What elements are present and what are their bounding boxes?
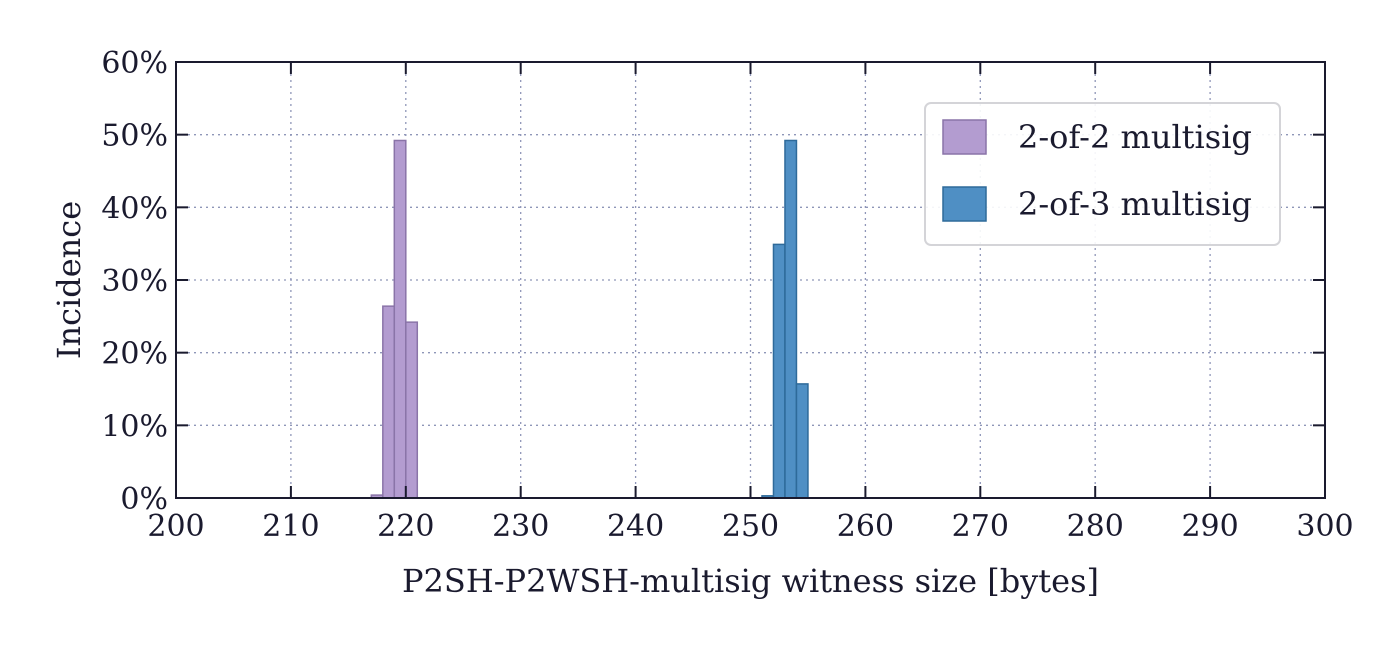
y-tick-labels: 0% 10% 20% 30% 40% 50% 60% (101, 46, 168, 517)
histogram-bar (405, 321, 419, 499)
x-tick-label: 300 (1296, 509, 1353, 544)
histogram-bar (772, 243, 786, 499)
legend-box (924, 102, 1281, 246)
y-tick-label: 20% (101, 337, 168, 372)
y-tick-label: 40% (101, 191, 168, 226)
histogram-bars (370, 139, 809, 499)
histogram-bar (393, 139, 407, 499)
legend: 2-of-2 multisig 2-of-3 multisig (924, 102, 1281, 246)
x-tick-label: 250 (722, 509, 779, 544)
histogram-bar (382, 305, 396, 499)
histogram-bar (795, 383, 809, 499)
legend-label: 2-of-2 multisig (1018, 118, 1252, 156)
x-tick-label: 260 (837, 509, 894, 544)
x-tick-label: 220 (377, 509, 434, 544)
legend-swatch (942, 186, 987, 222)
x-tick-label: 290 (1181, 509, 1238, 544)
y-tick-label: 0% (120, 482, 168, 517)
x-tick-labels: 200 210 220 230 240 250 260 270 280 290 300 (147, 509, 1353, 544)
y-tick-label: 60% (101, 46, 168, 81)
y-tick-label: 10% (101, 409, 168, 444)
y-axis-title: Incidence (50, 201, 88, 359)
x-axis-title: P2SH-P2WSH-multisig witness size [bytes] (402, 562, 1099, 600)
legend-label: 2-of-3 multisig (1018, 185, 1252, 223)
legend-swatch (942, 119, 987, 155)
x-tick-label: 240 (607, 509, 664, 544)
histogram-bar (784, 139, 798, 499)
x-tick-label: 200 (147, 509, 204, 544)
plot-frame (175, 61, 1326, 499)
y-tick-label: 50% (101, 119, 168, 154)
x-tick-label: 280 (1067, 509, 1124, 544)
y-tick-label: 30% (101, 264, 168, 299)
x-tick-label: 230 (492, 509, 549, 544)
x-tick-label: 210 (262, 509, 319, 544)
x-tick-label: 270 (952, 509, 1009, 544)
